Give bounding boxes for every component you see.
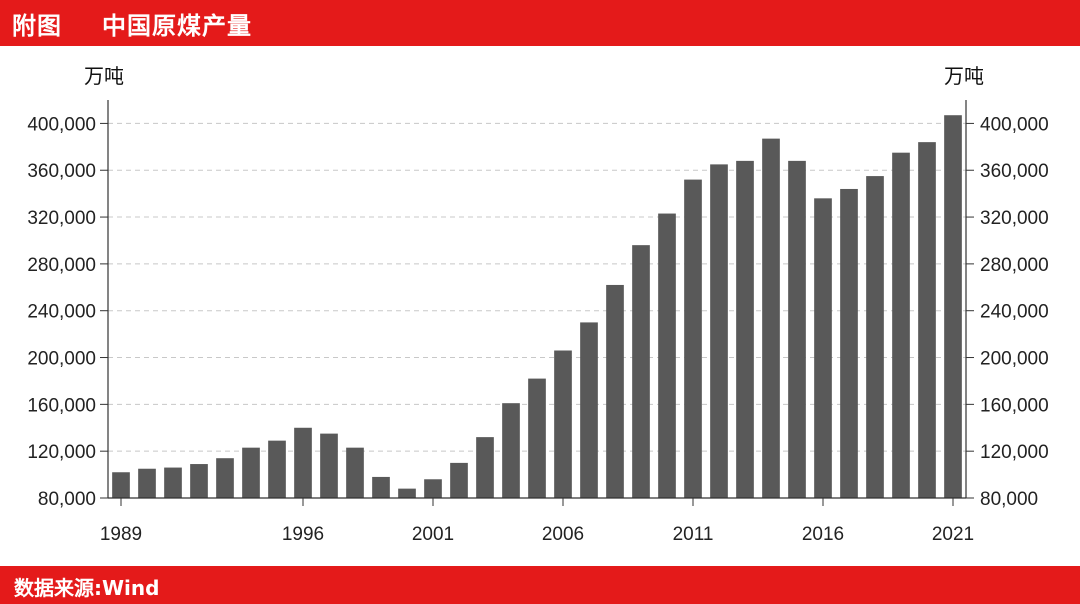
y-tick-label-right: 320,000 [980,208,1049,229]
bar-2008 [606,284,624,498]
y-tick-label-right: 360,000 [980,161,1049,182]
y-tick-label-right: 160,000 [980,395,1049,416]
bar-2005 [528,378,546,498]
y-tick-label-left: 200,000 [27,349,96,370]
bar-1993 [216,458,234,498]
source-banner: 数据来源:Wind [0,566,1080,604]
bar-1992 [190,464,208,498]
bar-1999 [372,476,390,498]
bar-2003 [476,437,494,498]
bar-1991 [164,467,182,498]
x-tick-label: 2021 [932,524,974,545]
bar-1994 [242,447,260,498]
tick-labels: 80,000 80,000 120,000 120,000 160,000 160,000… [27,114,1048,545]
y-tick-label-right: 240,000 [980,302,1049,323]
y-tick-label-right: 120,000 [980,442,1049,463]
left-unit-label: 万吨 [84,64,124,88]
y-tick-label-right: 200,000 [980,349,1049,370]
bar-2016 [814,198,832,498]
x-tick-label: 1996 [282,524,324,545]
bar-2011 [684,179,702,498]
bar-1996 [294,427,312,498]
bar-2012 [710,164,728,498]
y-tick-label-left: 360,000 [27,161,96,182]
x-tick-label: 1989 [100,524,142,545]
axes [100,100,974,506]
right-unit-label: 万吨 [944,64,984,88]
chart-title: 中国原煤产量 [102,12,252,40]
source-text: 数据来源:Wind [14,576,160,600]
bar-1990 [138,468,156,498]
figure-label: 附图 [12,12,62,40]
y-tick-label-left: 120,000 [27,442,96,463]
y-tick-label-left: 280,000 [27,255,96,276]
x-tick-label: 2016 [802,524,844,545]
bar-2021 [944,115,962,498]
bar-2018 [866,176,884,498]
y-tick-label-left: 320,000 [27,208,96,229]
bar-2020 [918,142,936,498]
y-tick-label-left: 160,000 [27,395,96,416]
y-tick-label-right: 400,000 [980,114,1049,135]
bar-1995 [268,440,286,498]
bars [112,115,962,499]
bar-2006 [554,350,572,498]
bar-1997 [320,433,338,498]
bar-2017 [840,188,858,498]
bar-2004 [502,403,520,498]
y-tick-label-right: 80,000 [980,489,1038,510]
bar-2010 [658,213,676,498]
bar-1998 [346,447,364,498]
bar-2002 [450,462,468,498]
bar-2019 [892,152,910,499]
x-tick-label: 2001 [412,524,454,545]
bar-1989 [112,472,130,498]
bar-2000 [398,488,416,498]
bar-2009 [632,245,650,498]
x-tick-label: 2006 [542,524,584,545]
y-tick-label-left: 400,000 [27,114,96,135]
y-tick-label-right: 280,000 [980,255,1049,276]
bar-2013 [736,160,754,498]
bar-2007 [580,322,598,498]
bar-2015 [788,160,806,498]
bar-2014 [762,138,780,499]
x-tick-label: 2011 [673,524,714,545]
y-tick-label-left: 240,000 [27,302,96,323]
y-tick-label-left: 80,000 [38,489,96,510]
title-banner: 附图 中国原煤产量 [0,0,1080,46]
bar-2001 [424,479,442,498]
